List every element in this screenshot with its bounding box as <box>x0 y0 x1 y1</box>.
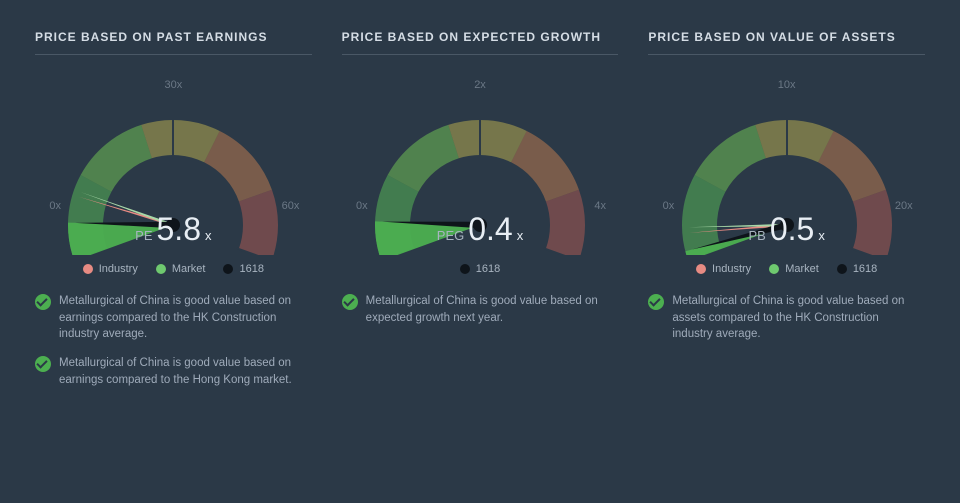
tick-right: 20x <box>895 200 913 212</box>
legend-dot <box>83 264 93 274</box>
legend-dot <box>156 264 166 274</box>
gauge: 0x30x60xPE5.8x <box>43 85 303 255</box>
note-text: Metallurgical of China is good value bas… <box>59 355 306 388</box>
check-icon <box>648 294 664 310</box>
metric-label: PE <box>135 228 152 243</box>
check-icon <box>35 356 51 372</box>
legend-label: 1618 <box>239 263 263 275</box>
metric-value: 0.5 <box>770 213 814 245</box>
note: Metallurgical of China is good value bas… <box>35 355 312 388</box>
tick-top: 30x <box>164 79 182 91</box>
panel-0: PRICE BASED ON PAST EARNINGS 0x 30x 60x PE 5.… <box>20 30 327 400</box>
legend-item: 1618 <box>223 263 263 275</box>
legend-item: Industry <box>83 263 138 275</box>
legend: 1618 <box>342 263 619 275</box>
note-text: Metallurgical of China is good value bas… <box>59 293 306 343</box>
note-text: Metallurgical of China is good value bas… <box>672 293 919 343</box>
metric-value: 0.4 <box>468 213 512 245</box>
metric-unit: x <box>205 228 212 243</box>
legend-dot <box>223 264 233 274</box>
note: Metallurgical of China is good value bas… <box>648 293 925 343</box>
legend-item: 1618 <box>837 263 877 275</box>
note: Metallurgical of China is good value bas… <box>342 293 619 326</box>
gauge: 0x2x4xPEG0.4x <box>350 85 610 255</box>
tick-right: 4x <box>594 200 606 212</box>
metric-value: 5.8 <box>157 213 201 245</box>
metric: PB 0.5 x <box>749 213 825 245</box>
metric-label: PEG <box>437 228 464 243</box>
legend-label: Industry <box>99 263 138 275</box>
check-icon <box>342 294 358 310</box>
legend-item: Market <box>769 263 819 275</box>
tick-left: 0x <box>663 200 675 212</box>
legend-dot <box>696 264 706 274</box>
legend-label: Market <box>785 263 819 275</box>
legend-dot <box>460 264 470 274</box>
legend: Industry Market 1618 <box>35 263 312 275</box>
legend-dot <box>769 264 779 274</box>
metric: PE 5.8 x <box>135 213 211 245</box>
panel-title: PRICE BASED ON EXPECTED GROWTH <box>342 30 619 55</box>
legend-item: 1618 <box>460 263 500 275</box>
legend-label: 1618 <box>476 263 500 275</box>
note: Metallurgical of China is good value bas… <box>35 293 312 343</box>
gauge: 0x10x20xPB0.5x <box>657 85 917 255</box>
metric-unit: x <box>818 228 825 243</box>
legend: Industry Market 1618 <box>648 263 925 275</box>
tick-right: 60x <box>282 200 300 212</box>
legend-dot <box>837 264 847 274</box>
legend-item: Market <box>156 263 206 275</box>
legend-label: Industry <box>712 263 751 275</box>
legend-label: 1618 <box>853 263 877 275</box>
legend-item: Industry <box>696 263 751 275</box>
panel-2: PRICE BASED ON VALUE OF ASSETS 0x 10x 20x PB… <box>633 30 940 400</box>
tick-top: 2x <box>474 79 486 91</box>
tick-top: 10x <box>778 79 796 91</box>
panel-1: PRICE BASED ON EXPECTED GROWTH 0x 2x 4x PEG 0… <box>327 30 634 400</box>
metric-unit: x <box>517 228 524 243</box>
metric: PEG 0.4 x <box>437 213 523 245</box>
check-icon <box>35 294 51 310</box>
note-text: Metallurgical of China is good value bas… <box>366 293 613 326</box>
legend-label: Market <box>172 263 206 275</box>
tick-left: 0x <box>356 200 368 212</box>
panel-title: PRICE BASED ON VALUE OF ASSETS <box>648 30 925 55</box>
tick-left: 0x <box>49 200 61 212</box>
metric-label: PB <box>749 228 766 243</box>
panel-title: PRICE BASED ON PAST EARNINGS <box>35 30 312 55</box>
